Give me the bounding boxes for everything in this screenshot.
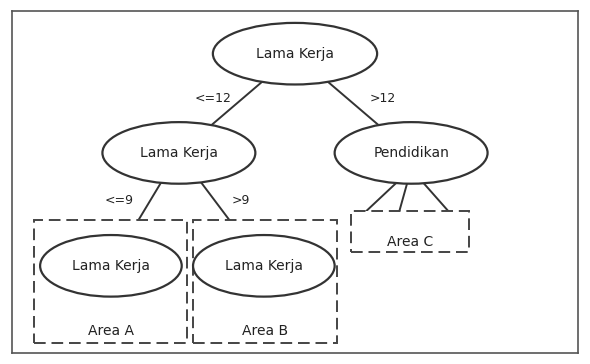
Text: Lama Kerja: Lama Kerja [72, 259, 150, 273]
Ellipse shape [193, 235, 335, 297]
Text: Pendidikan: Pendidikan [373, 146, 449, 160]
Text: <=12: <=12 [195, 92, 231, 105]
FancyBboxPatch shape [350, 211, 470, 252]
Ellipse shape [103, 122, 255, 184]
Ellipse shape [335, 122, 487, 184]
FancyBboxPatch shape [34, 219, 188, 343]
Text: Area A: Area A [88, 324, 134, 338]
Text: Lama Kerja: Lama Kerja [140, 146, 218, 160]
Text: Area B: Area B [242, 324, 289, 338]
FancyBboxPatch shape [193, 219, 337, 343]
Ellipse shape [40, 235, 182, 297]
Ellipse shape [213, 23, 377, 84]
Text: >12: >12 [370, 92, 396, 105]
Text: Lama Kerja: Lama Kerja [225, 259, 303, 273]
Text: >9: >9 [232, 194, 250, 207]
Text: Lama Kerja: Lama Kerja [256, 47, 334, 61]
Text: Area C: Area C [387, 235, 433, 249]
Text: <=9: <=9 [105, 194, 134, 207]
